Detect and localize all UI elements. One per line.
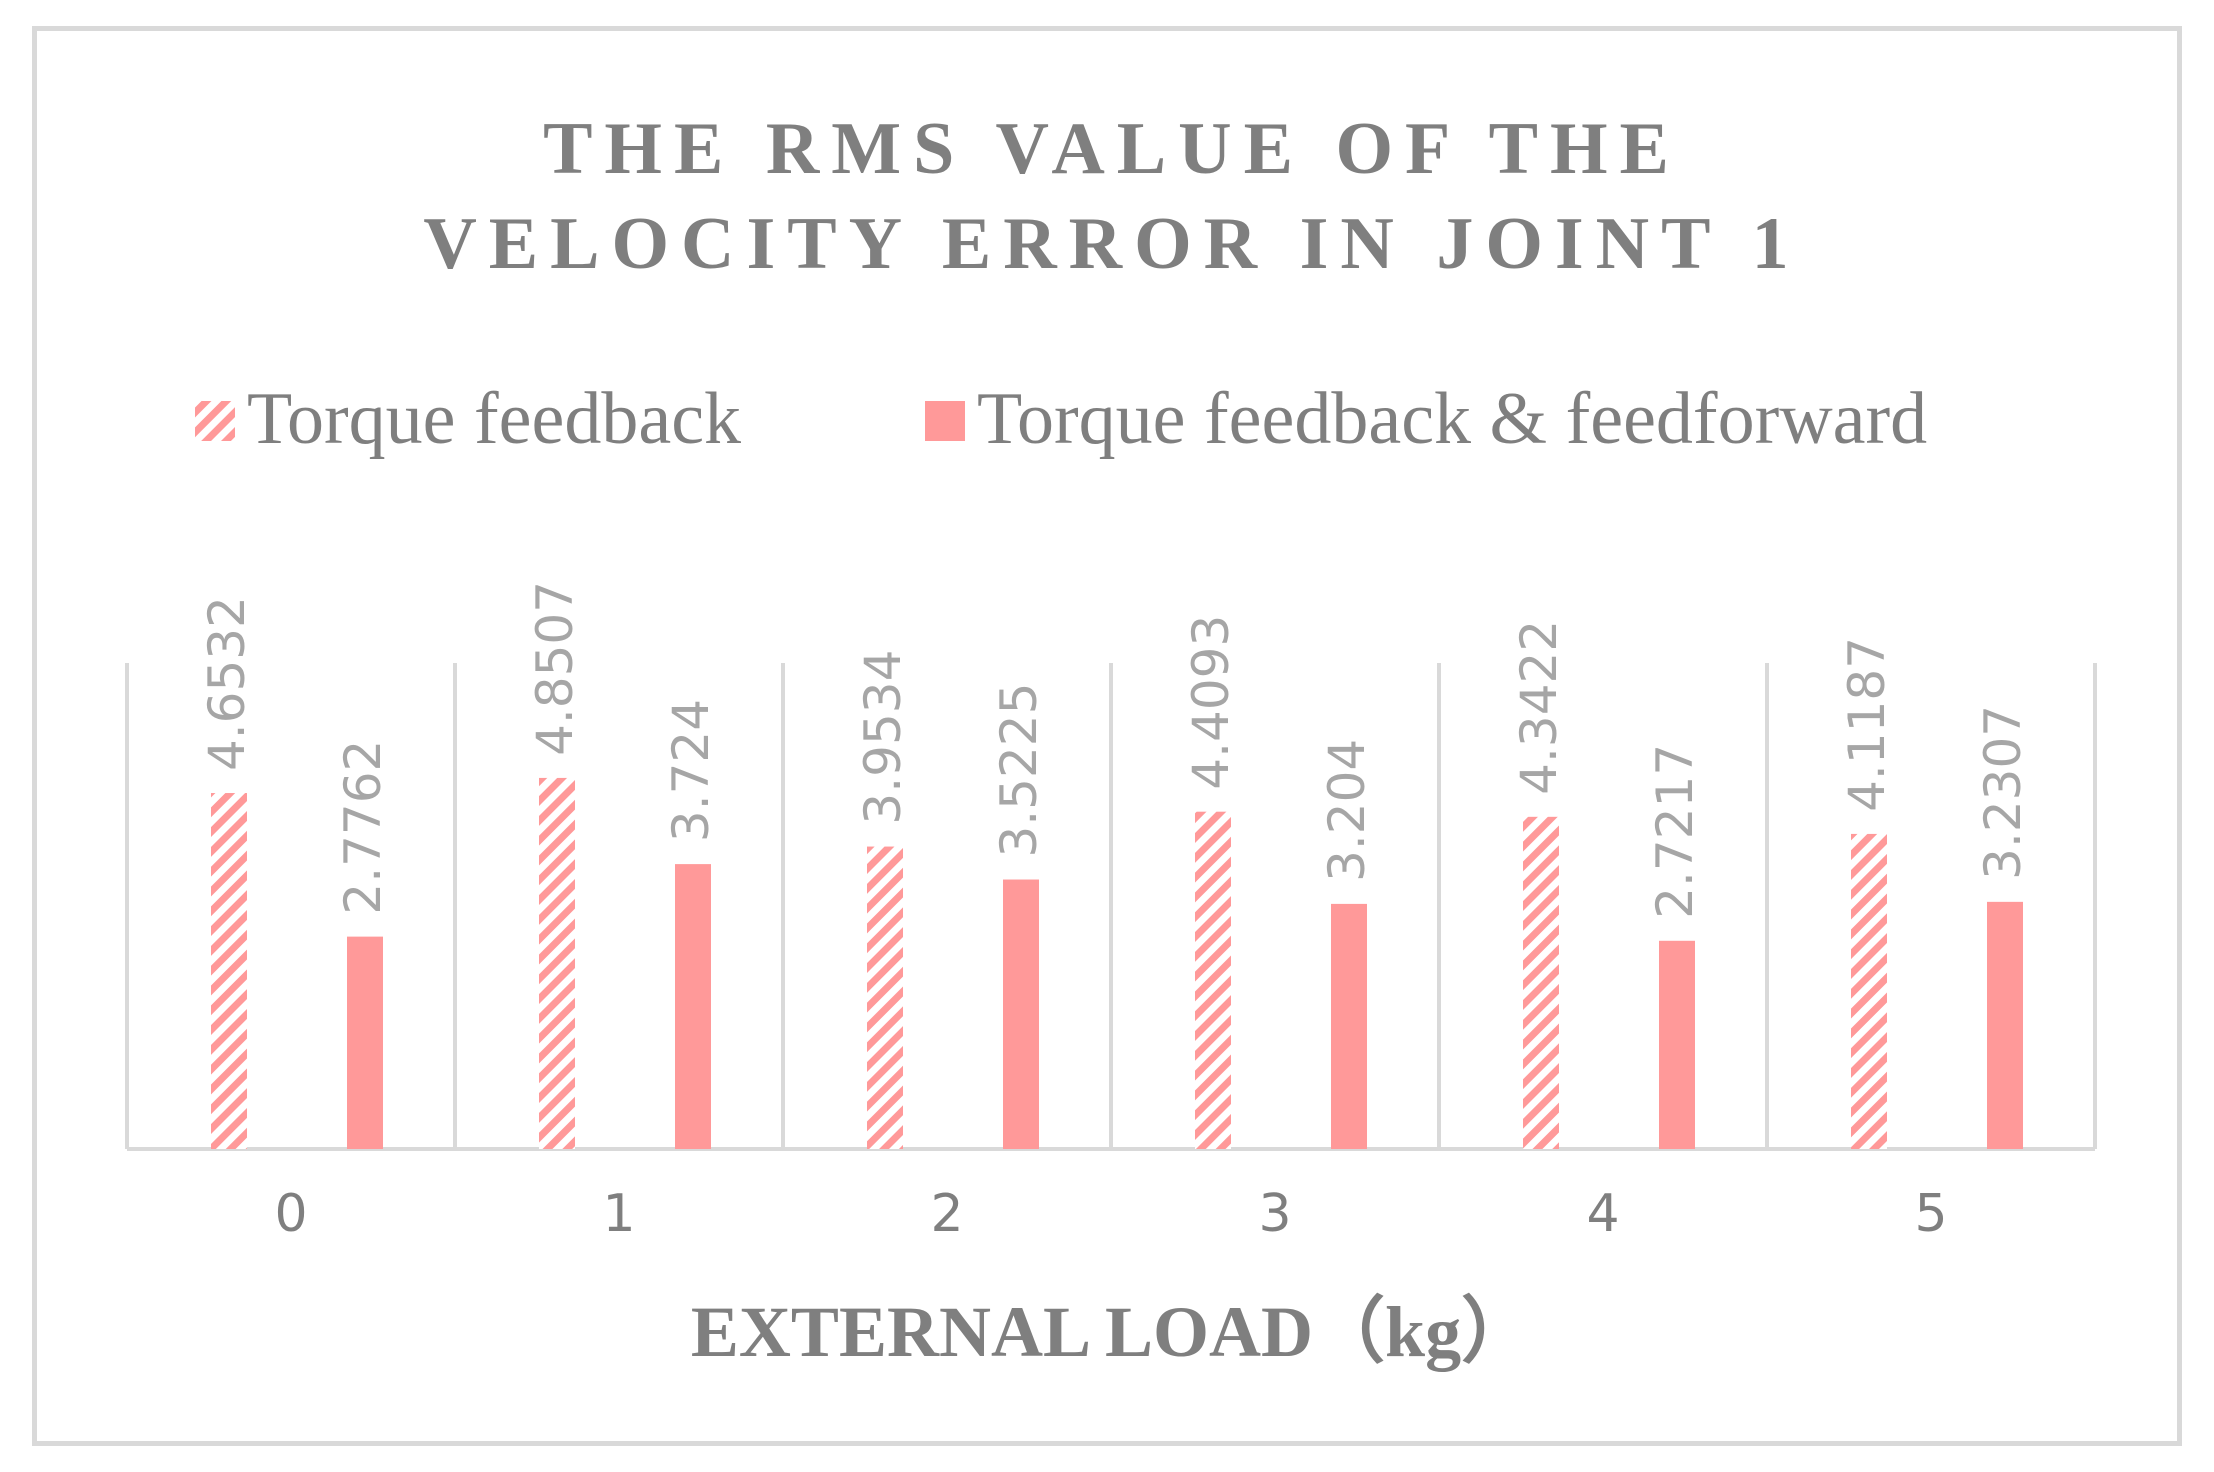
x-tick-label-2: 2: [930, 1184, 963, 1244]
bar-series-2-cat-1: [675, 864, 711, 1149]
data-label-series-2-cat-1: 3.724: [662, 699, 720, 842]
bar-series-1-cat-4: [1523, 816, 1559, 1149]
data-label-series-1-cat-0: 4.6532: [198, 596, 256, 771]
bar-series-1-cat-3: [1195, 811, 1231, 1149]
bar-series-2-cat-3: [1331, 903, 1367, 1149]
bar-series-1-cat-1: [539, 777, 575, 1149]
data-label-series-1-cat-5: 4.1187: [1838, 637, 1896, 812]
bar-series-1-cat-0: [211, 793, 247, 1149]
x-tick-label-0: 0: [274, 1184, 307, 1244]
chart-frame: THE RMS VALUE OF THE VELOCITY ERROR IN J…: [32, 26, 2182, 1446]
legend-swatch-torque-feedback: [195, 401, 235, 441]
plot-area: 4.6532 2.7762 0 4.8507 3.724 1 3.9534 3.5225 2 4.…: [125, 581, 2097, 1244]
chart-title-line-2: VELOCITY ERROR IN JOINT 1: [423, 203, 1800, 285]
x-tick-label-4: 4: [1586, 1184, 1619, 1244]
bar-series-1-cat-5: [1851, 833, 1887, 1149]
legend-label-torque-feedback: Torque feedback: [247, 378, 741, 460]
bar-series-1-cat-2: [867, 846, 903, 1149]
bar-series-2-cat-2: [1003, 879, 1039, 1149]
data-label-series-2-cat-4: 2.7217: [1646, 744, 1704, 919]
data-label-series-2-cat-3: 3.204: [1318, 739, 1376, 882]
bar-series-2-cat-0: [347, 936, 383, 1149]
x-tick-label-5: 5: [1914, 1184, 1947, 1244]
x-axis-title: EXTERNAL LOAD（kg）: [691, 1292, 1533, 1372]
data-label-series-2-cat-0: 2.7762: [334, 740, 392, 915]
x-tick-label-1: 1: [602, 1184, 635, 1244]
data-label-series-1-cat-2: 3.9534: [854, 650, 912, 825]
data-label-series-2-cat-5: 3.2307: [1974, 705, 2032, 880]
x-tick-label-3: 3: [1258, 1184, 1291, 1244]
legend-swatch-torque-feedback-feedforward: [925, 401, 965, 441]
data-label-series-1-cat-3: 4.4093: [1182, 615, 1240, 790]
bar-series-2-cat-5: [1987, 901, 2023, 1149]
rms-velocity-error-chart: THE RMS VALUE OF THE VELOCITY ERROR IN J…: [125, 108, 2097, 1372]
data-label-series-1-cat-1: 4.8507: [526, 581, 584, 756]
data-label-series-2-cat-2: 3.5225: [990, 683, 1048, 858]
legend-label-torque-feedback-feedforward: Torque feedback & feedforward: [977, 378, 1927, 460]
data-label-series-1-cat-4: 4.3422: [1510, 620, 1568, 795]
legend: Torque feedback Torque feedback & feedfo…: [195, 378, 1927, 460]
bar-series-2-cat-4: [1659, 940, 1695, 1149]
chart-title-line-1: THE RMS VALUE OF THE: [543, 108, 1681, 190]
